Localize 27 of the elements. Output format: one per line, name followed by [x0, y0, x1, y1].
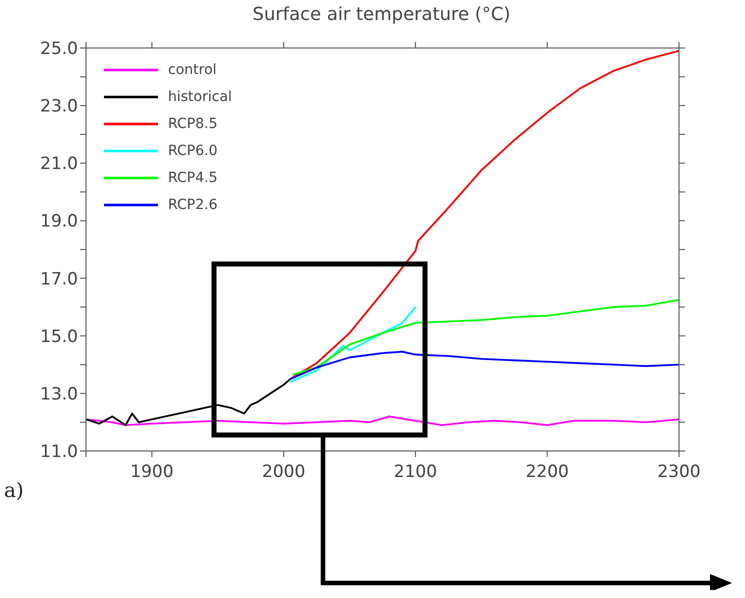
line-series: [86, 378, 292, 426]
line-series: [289, 350, 679, 380]
y-tick-label: 13.0: [40, 384, 78, 404]
line-series: [289, 306, 416, 383]
y-tick-label: 11.0: [40, 442, 78, 462]
x-tick-label: 2000: [262, 462, 306, 482]
y-tick-label: 25.0: [40, 39, 78, 60]
x-tick-label: 1900: [130, 462, 174, 482]
line-series: [292, 298, 679, 376]
x-tick-label: 2300: [657, 462, 701, 482]
legend-label: RCP2.6: [168, 196, 218, 212]
legend-label: historical: [168, 88, 232, 104]
x-tick-label: 2200: [526, 462, 569, 482]
line-series: [289, 50, 679, 380]
x-tick-label: 2100: [394, 462, 438, 482]
legend-label: RCP8.5: [168, 116, 218, 132]
y-tick-label: 21.0: [40, 154, 78, 174]
legend-label: RCP6.0: [168, 142, 218, 158]
legend-label: control: [168, 62, 217, 78]
y-tick-label: 23.0: [40, 96, 78, 117]
y-tick-label: 19.0: [40, 212, 78, 232]
y-tick-label: 15.0: [40, 326, 78, 347]
text: a): [4, 478, 24, 502]
legend-label: RCP4.5: [168, 170, 218, 186]
line-series: [86, 416, 679, 426]
y-tick-label: 17.0: [40, 269, 78, 290]
chart-title: Surface air temperature (°C): [252, 4, 512, 25]
